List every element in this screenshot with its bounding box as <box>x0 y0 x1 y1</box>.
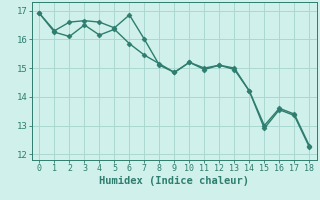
X-axis label: Humidex (Indice chaleur): Humidex (Indice chaleur) <box>100 176 249 186</box>
